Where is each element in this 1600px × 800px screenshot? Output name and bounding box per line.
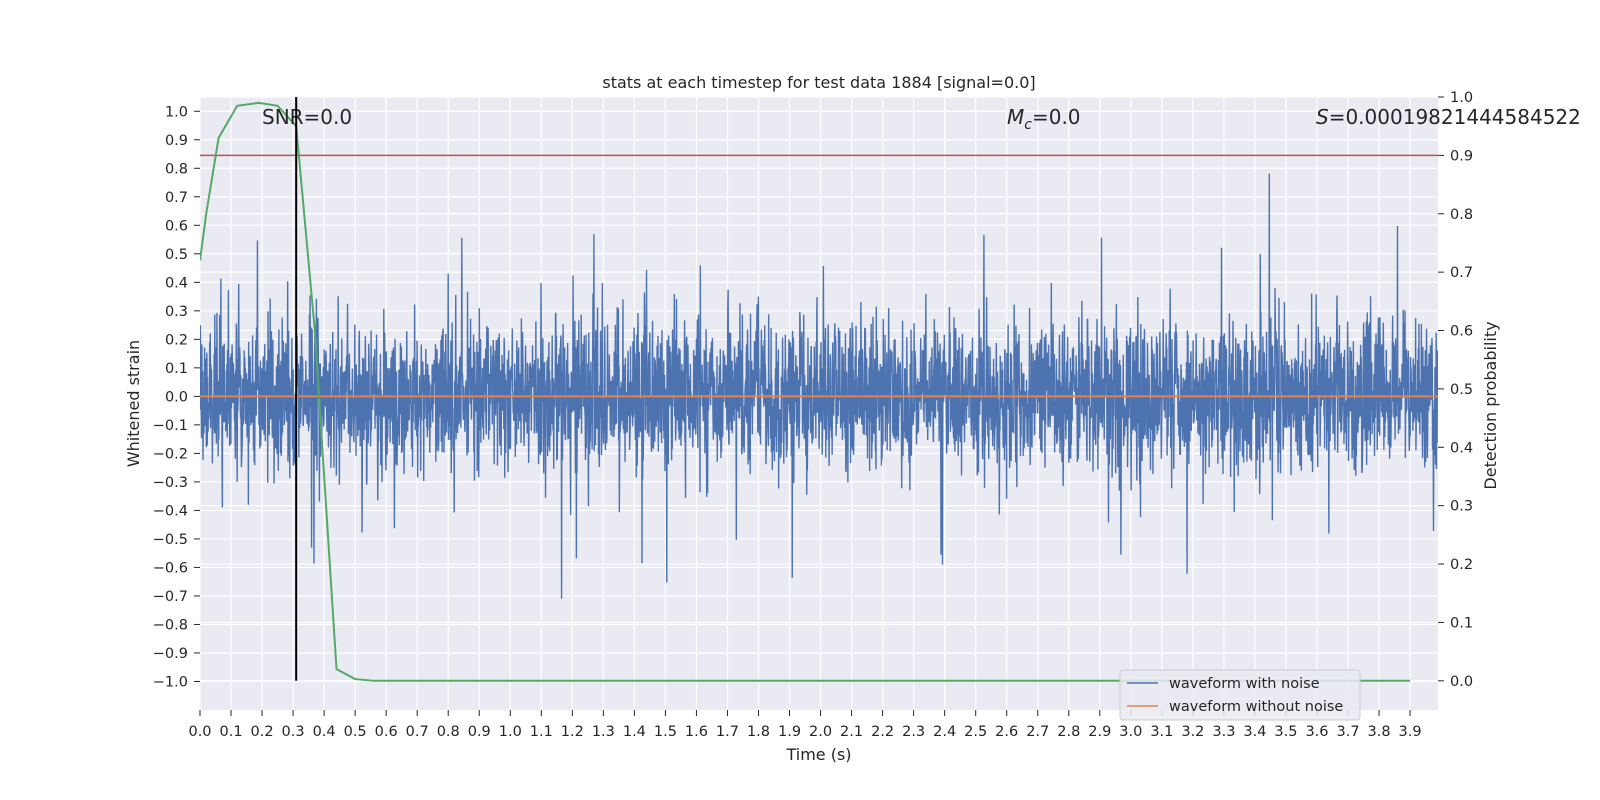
x-tick-label: 3.7 (1336, 724, 1359, 740)
x-tick-label: 1.8 (747, 724, 770, 740)
y-right-tick-label: 0.0 (1450, 674, 1473, 690)
chart-title: stats at each timestep for test data 188… (602, 73, 1035, 92)
y-right-tick-label: 0.2 (1450, 557, 1473, 573)
x-tick-label: 1.3 (592, 724, 615, 740)
y-tick-label: −1.0 (153, 674, 188, 690)
x-tick-label: 1.6 (685, 724, 708, 740)
chirp-mass-symbol: M (1007, 105, 1024, 129)
x-tick-label: 3.3 (1212, 724, 1235, 740)
y-right-tick-label: 1.0 (1450, 90, 1473, 106)
legend: waveform with noise waveform without noi… (1119, 669, 1361, 721)
y-tick-label: 0.7 (165, 190, 188, 206)
y-tick-label: −0.5 (153, 532, 188, 548)
x-tick-label: 3.9 (1399, 724, 1422, 740)
y-tick-label: 0.0 (165, 389, 188, 405)
x-tick-label: 2.3 (902, 724, 925, 740)
y-axis-right-label: Detection probability (1481, 321, 1500, 489)
s-value: =0.00019821444584522 (1329, 105, 1581, 129)
y-tick-label: 0.4 (165, 275, 188, 291)
y-tick-label: −0.9 (153, 646, 188, 662)
x-tick-label: 1.2 (561, 724, 584, 740)
legend-label-noise: waveform with noise (1169, 676, 1320, 692)
x-tick-label: 0.3 (282, 724, 305, 740)
x-tick-label: 2.9 (1088, 724, 1111, 740)
y-tick-label: 0.2 (165, 332, 188, 348)
x-tick-label: 3.1 (1150, 724, 1173, 740)
legend-label-clean: waveform without noise (1169, 699, 1343, 715)
y-right-tick-label: 0.3 (1450, 499, 1473, 515)
y-tick-label: 1.0 (165, 104, 188, 120)
y-right-tick-label: 0.1 (1450, 615, 1473, 631)
y-tick-label: 0.8 (165, 161, 188, 177)
y-tick-label: 0.6 (165, 218, 188, 234)
x-tick-label: 2.5 (964, 724, 987, 740)
x-tick-label: 3.0 (1119, 724, 1142, 740)
y-right-tick-label: 0.5 (1450, 382, 1473, 398)
y-right-tick-label: 0.8 (1450, 207, 1473, 223)
x-tick-label: 2.7 (1026, 724, 1049, 740)
chirp-mass-value: =0.0 (1032, 105, 1081, 129)
y-right-tick-label: 0.9 (1450, 148, 1473, 164)
x-tick-label: 1.4 (623, 724, 646, 740)
y-axis-label: Whitened strain (124, 340, 143, 467)
x-tick-label: 2.6 (995, 724, 1018, 740)
x-tick-label: 3.4 (1243, 724, 1266, 740)
y-tick-label: −0.4 (153, 503, 188, 519)
y-tick-label: −0.6 (153, 560, 188, 576)
series-waveform-with-noise (200, 173, 1438, 599)
chirp-mass-annotation: Mc=0.0 (1007, 105, 1081, 133)
x-tick-label: 1.9 (778, 724, 801, 740)
x-tick-label: 2.1 (840, 724, 863, 740)
x-tick-label: 0.9 (468, 724, 491, 740)
y-tick-label: 0.9 (165, 133, 188, 149)
x-tick-label: 0.4 (313, 724, 336, 740)
x-tick-label: 3.2 (1181, 724, 1204, 740)
x-tick-label: 2.8 (1057, 724, 1080, 740)
y-right-tick-label: 0.7 (1450, 265, 1473, 281)
x-tick-label: 0.0 (188, 724, 211, 740)
y-tick-label: 0.5 (165, 247, 188, 263)
y-tick-label: −0.8 (153, 617, 188, 633)
x-tick-label: 2.4 (933, 724, 956, 740)
x-tick-label: 0.5 (344, 724, 367, 740)
x-tick-label: 1.0 (499, 724, 522, 740)
y-tick-label: −0.2 (153, 446, 188, 462)
y-tick-label: −0.7 (153, 589, 188, 605)
y-tick-label: −0.1 (153, 418, 188, 434)
x-tick-label: 0.1 (219, 724, 242, 740)
s-symbol: S (1316, 105, 1329, 129)
x-tick-label: 0.8 (437, 724, 460, 740)
x-tick-label: 2.0 (809, 724, 832, 740)
chirp-mass-subscript: c (1024, 117, 1032, 133)
x-tick-label: 1.5 (654, 724, 677, 740)
y-tick-label: 0.1 (165, 361, 188, 377)
snr-annotation: SNR=0.0 (262, 105, 352, 129)
legend-box (1119, 669, 1361, 721)
x-tick-label: 0.6 (375, 724, 398, 740)
x-tick-label: 2.2 (871, 724, 894, 740)
x-tick-label: 3.8 (1368, 724, 1391, 740)
x-tick-label: 0.2 (251, 724, 274, 740)
x-tick-label: 1.7 (716, 724, 739, 740)
x-axis-label: Time (s) (785, 745, 851, 764)
x-tick-label: 0.7 (406, 724, 429, 740)
x-tick-label: 3.5 (1274, 724, 1297, 740)
x-tick-label: 1.1 (530, 724, 553, 740)
s-annotation: S=0.00019821444584522 (1316, 105, 1581, 129)
y-right-tick-label: 0.6 (1450, 324, 1473, 340)
y-right-tick-label: 0.4 (1450, 440, 1473, 456)
y-tick-label: 0.3 (165, 304, 188, 320)
y-tick-label: −0.3 (153, 475, 188, 491)
x-tick-label: 3.6 (1305, 724, 1328, 740)
